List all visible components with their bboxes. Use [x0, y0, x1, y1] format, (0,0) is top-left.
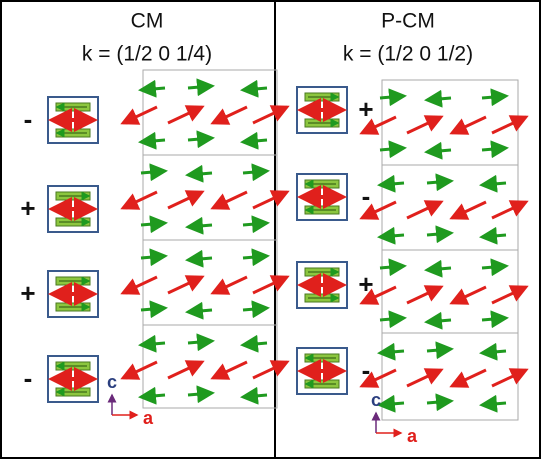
- spin-arrow: [479, 174, 507, 193]
- spin-arrow: [481, 310, 509, 329]
- spin-arrow: [377, 226, 405, 245]
- spin-arrow: [210, 105, 248, 125]
- spin-arrow: [252, 190, 290, 210]
- sign-label: -: [24, 104, 33, 134]
- axis-a-label: a: [143, 408, 154, 428]
- spin-arrow: [481, 88, 509, 107]
- spin-arrow: [138, 334, 166, 353]
- spin-arrow: [252, 360, 290, 380]
- sign-label: +: [358, 269, 373, 299]
- spin-arrow: [379, 310, 407, 329]
- spin-arrow: [185, 249, 213, 268]
- spin-arrow: [424, 141, 452, 160]
- spin-arrow: [359, 368, 397, 388]
- spin-arrow: [120, 360, 158, 380]
- spin-arrow: [424, 259, 452, 278]
- spin-arrow: [240, 386, 268, 405]
- spin-arrow: [167, 360, 205, 380]
- spin-arrow: [242, 163, 270, 182]
- spin-arrow: [240, 334, 268, 353]
- spin-arrow: [187, 385, 215, 404]
- spin-arrow: [426, 341, 454, 360]
- spin-arrow: [359, 285, 397, 305]
- spin-arrow: [424, 89, 452, 108]
- spin-arrow: [479, 342, 507, 361]
- axis-c-label: c: [107, 372, 117, 392]
- spin-arrow: [479, 226, 507, 245]
- spin-arrow: [359, 115, 397, 135]
- spin-arrow: [426, 393, 454, 412]
- spin-arrow: [479, 394, 507, 413]
- spin-arrow: [359, 200, 397, 220]
- spin-arrow: [406, 115, 444, 135]
- spin-arrow: [185, 216, 213, 235]
- spin-arrow: [491, 285, 529, 305]
- spin-arrow: [120, 275, 158, 295]
- spin-arrow: [449, 368, 487, 388]
- spin-arrow: [252, 105, 290, 125]
- spin-arrow: [406, 200, 444, 220]
- spin-arrow: [138, 131, 166, 150]
- spin-arrow: [210, 275, 248, 295]
- spin-arrow: [242, 300, 270, 319]
- spin-arrow: [379, 88, 407, 107]
- spin-arrow: [449, 200, 487, 220]
- spin-arrow: [187, 333, 215, 352]
- spin-arrow: [185, 301, 213, 320]
- spin-arrow: [252, 275, 290, 295]
- spin-arrow: [242, 248, 270, 267]
- axis-c-label: c: [371, 390, 381, 410]
- sign-label: +: [358, 94, 373, 124]
- spin-arrow: [481, 258, 509, 277]
- spin-arrow: [481, 140, 509, 159]
- spin-arrow: [187, 78, 215, 97]
- spin-arrow: [120, 190, 158, 210]
- spin-arrow: [406, 368, 444, 388]
- sign-label: +: [20, 193, 35, 223]
- spin-arrow: [210, 190, 248, 210]
- spin-arrow: [240, 79, 268, 98]
- spin-arrow: [379, 258, 407, 277]
- panel-k: k = (1/2 0 1/4): [82, 43, 212, 66]
- sign-label: -: [362, 355, 371, 385]
- spin-arrow: [167, 275, 205, 295]
- spin-arrow: [377, 394, 405, 413]
- spin-arrow: [379, 140, 407, 159]
- spin-arrow: [424, 311, 452, 330]
- spin-arrow: [140, 163, 168, 182]
- spin-arrow: [185, 164, 213, 183]
- unit-cell: [142, 69, 278, 409]
- spin-arrow: [140, 300, 168, 319]
- spin-arrow: [406, 285, 444, 305]
- spin-arrow: [491, 368, 529, 388]
- spin-arrow: [242, 215, 270, 234]
- spin-arrow: [449, 115, 487, 135]
- spin-arrow: [187, 130, 215, 149]
- spin-arrow: [491, 200, 529, 220]
- panel-k: k = (1/2 0 1/2): [343, 43, 473, 66]
- spin-arrow: [426, 225, 454, 244]
- sign-label: -: [24, 363, 33, 393]
- spin-arrow: [167, 105, 205, 125]
- panel-title: P-CM: [381, 10, 435, 33]
- spin-arrow: [167, 190, 205, 210]
- panel-title: CM: [131, 10, 164, 33]
- spin-arrow: [426, 173, 454, 192]
- spin-arrow: [140, 215, 168, 234]
- spin-arrow: [210, 360, 248, 380]
- sign-label: -: [362, 181, 371, 211]
- spin-arrow: [377, 342, 405, 361]
- spin-arrow: [377, 174, 405, 193]
- spin-arrow: [491, 115, 529, 135]
- sign-label: +: [20, 278, 35, 308]
- spin-arrow: [138, 79, 166, 98]
- spin-arrow: [140, 248, 168, 267]
- spin-arrow: [120, 105, 158, 125]
- spin-arrow: [240, 131, 268, 150]
- axis-a-label: a: [407, 426, 418, 446]
- spin-arrow: [449, 285, 487, 305]
- spin-arrow: [138, 386, 166, 405]
